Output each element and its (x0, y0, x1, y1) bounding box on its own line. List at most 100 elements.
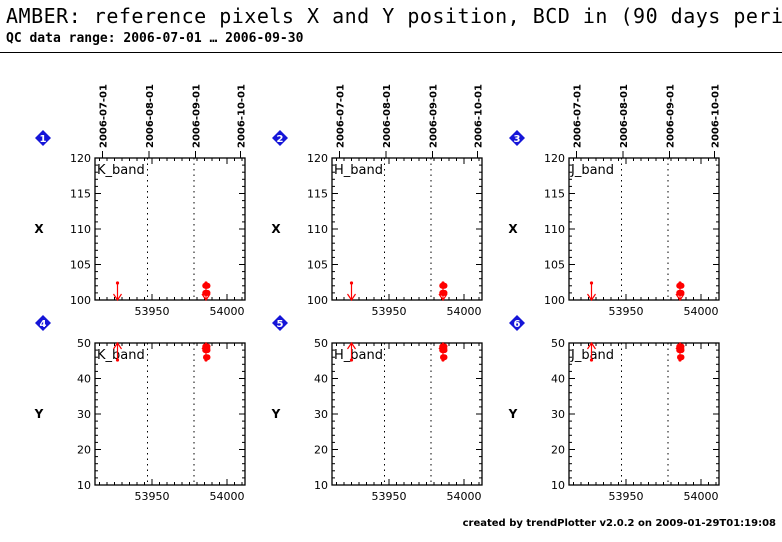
y-tick-label: 100 (70, 294, 91, 307)
y-tick-label: 40 (314, 373, 328, 386)
band-label: K_band (97, 348, 145, 363)
outlier-arrow-base (678, 358, 682, 362)
outlier-arrow-head (201, 293, 211, 302)
date-tick-label: 2006-09-01 (429, 84, 440, 148)
outlier-arrow-base (349, 281, 354, 285)
outlier-arrow-head (201, 341, 211, 350)
x-tick-label: 53950 (372, 490, 407, 503)
band-label: K_band (97, 163, 145, 178)
panel-number-marker (35, 315, 51, 331)
chart-panel-2: 100 105 110 115 120 53950 54000 2006-07-01 2006-… (271, 84, 484, 318)
x-tick-label: 53950 (135, 305, 170, 318)
x-tick-label: 54000 (210, 305, 245, 318)
outlier-arrow-base (204, 281, 208, 285)
y-axis-label: Y (508, 407, 518, 421)
panel-number-marker (509, 130, 525, 146)
y-tick-label: 50 (77, 337, 91, 350)
y-tick-label: 105 (307, 259, 328, 272)
outlier-arrow-head (438, 293, 448, 302)
panel-number: 2 (277, 134, 284, 145)
footer-credit: created by trendPlotter v2.0.2 on 2009-0… (462, 518, 776, 529)
y-tick-label: 10 (77, 479, 91, 492)
date-tick-label: 2006-07-01 (99, 84, 110, 148)
x-tick-label: 54000 (447, 490, 482, 503)
outlier-arrow-head (113, 293, 122, 302)
y-tick-label: 120 (70, 152, 91, 165)
header-divider (0, 52, 782, 53)
band-label: H_band (334, 348, 383, 363)
page-title: AMBER: reference pixels X and Y position… (6, 4, 782, 28)
date-tick-label: 2006-08-01 (382, 84, 393, 148)
date-tick-label: 2006-08-01 (145, 84, 156, 148)
band-label: H_band (334, 163, 383, 178)
panel-number: 4 (40, 319, 47, 330)
chart-panel-3: 100 105 110 115 120 53950 54000 2006-07-01 2006-… (508, 84, 721, 318)
y-tick-label: 110 (307, 223, 328, 236)
outlier-arrow-base (678, 281, 682, 285)
y-tick-label: 20 (77, 444, 91, 457)
x-tick-label: 54000 (684, 305, 719, 318)
y-tick-label: 120 (544, 152, 565, 165)
y-axis-label: X (271, 222, 281, 236)
panel-number: 5 (277, 319, 284, 330)
date-tick-label: 2006-07-01 (573, 84, 584, 148)
panel-number: 3 (514, 134, 521, 145)
outlier-arrow-base (441, 281, 445, 285)
panel-number-marker (272, 315, 288, 331)
x-tick-label: 54000 (684, 490, 719, 503)
outlier-arrow-base (115, 358, 120, 362)
date-tick-label: 2006-10-01 (711, 84, 722, 148)
outlier-arrow-head (347, 341, 356, 350)
chart-panel-5: 10 20 30 40 50 53950 54000 Y 5 H_band (271, 315, 483, 503)
panel-number-marker (272, 130, 288, 146)
outlier-arrow-head (587, 341, 596, 350)
y-tick-label: 30 (551, 408, 565, 421)
date-tick-label: 2006-09-01 (666, 84, 677, 148)
y-tick-label: 115 (70, 188, 91, 201)
x-tick-label: 53950 (135, 490, 170, 503)
y-tick-label: 20 (551, 444, 565, 457)
y-axis-label: X (34, 222, 44, 236)
x-tick-label: 53950 (609, 305, 644, 318)
date-tick-label: 2006-08-01 (619, 84, 630, 148)
x-tick-label: 53950 (372, 305, 407, 318)
outlier-arrow-base (115, 281, 120, 285)
outlier-arrow-head (347, 293, 356, 302)
chart-panel-4: 10 20 30 40 50 53950 54000 Y 4 K_band (34, 315, 246, 503)
outlier-arrow-base (589, 281, 594, 285)
plot-frame (94, 342, 246, 486)
outlier-arrow-base (349, 358, 354, 362)
y-axis-label: X (508, 222, 518, 236)
outlier-arrow-head (587, 293, 596, 302)
date-tick-label: 2006-07-01 (336, 84, 347, 148)
y-tick-label: 115 (544, 188, 565, 201)
y-tick-label: 100 (544, 294, 565, 307)
y-tick-label: 100 (307, 294, 328, 307)
y-tick-label: 30 (314, 408, 328, 421)
y-tick-label: 10 (551, 479, 565, 492)
date-tick-label: 2006-10-01 (474, 84, 485, 148)
date-tick-label: 2006-10-01 (237, 84, 248, 148)
x-tick-label: 54000 (447, 305, 482, 318)
y-tick-label: 10 (314, 479, 328, 492)
y-tick-label: 115 (307, 188, 328, 201)
outlier-arrow-base (204, 358, 208, 362)
chart-panel-1: 100 105 110 115 120 53950 54000 2006-07-01 2006-… (34, 84, 247, 318)
outlier-arrow-head (113, 341, 122, 350)
plot-frame (331, 157, 483, 301)
y-tick-label: 50 (314, 337, 328, 350)
y-tick-label: 110 (70, 223, 91, 236)
y-tick-label: 20 (314, 444, 328, 457)
panel-number: 6 (514, 319, 521, 330)
y-tick-label: 30 (77, 408, 91, 421)
y-tick-label: 50 (551, 337, 565, 350)
y-tick-label: 110 (544, 223, 565, 236)
y-tick-label: 105 (70, 259, 91, 272)
panel-number: 1 (40, 134, 47, 145)
plot-frame (94, 157, 246, 301)
outlier-arrow-head (675, 293, 685, 302)
y-axis-label: Y (34, 407, 44, 421)
y-tick-label: 105 (544, 259, 565, 272)
